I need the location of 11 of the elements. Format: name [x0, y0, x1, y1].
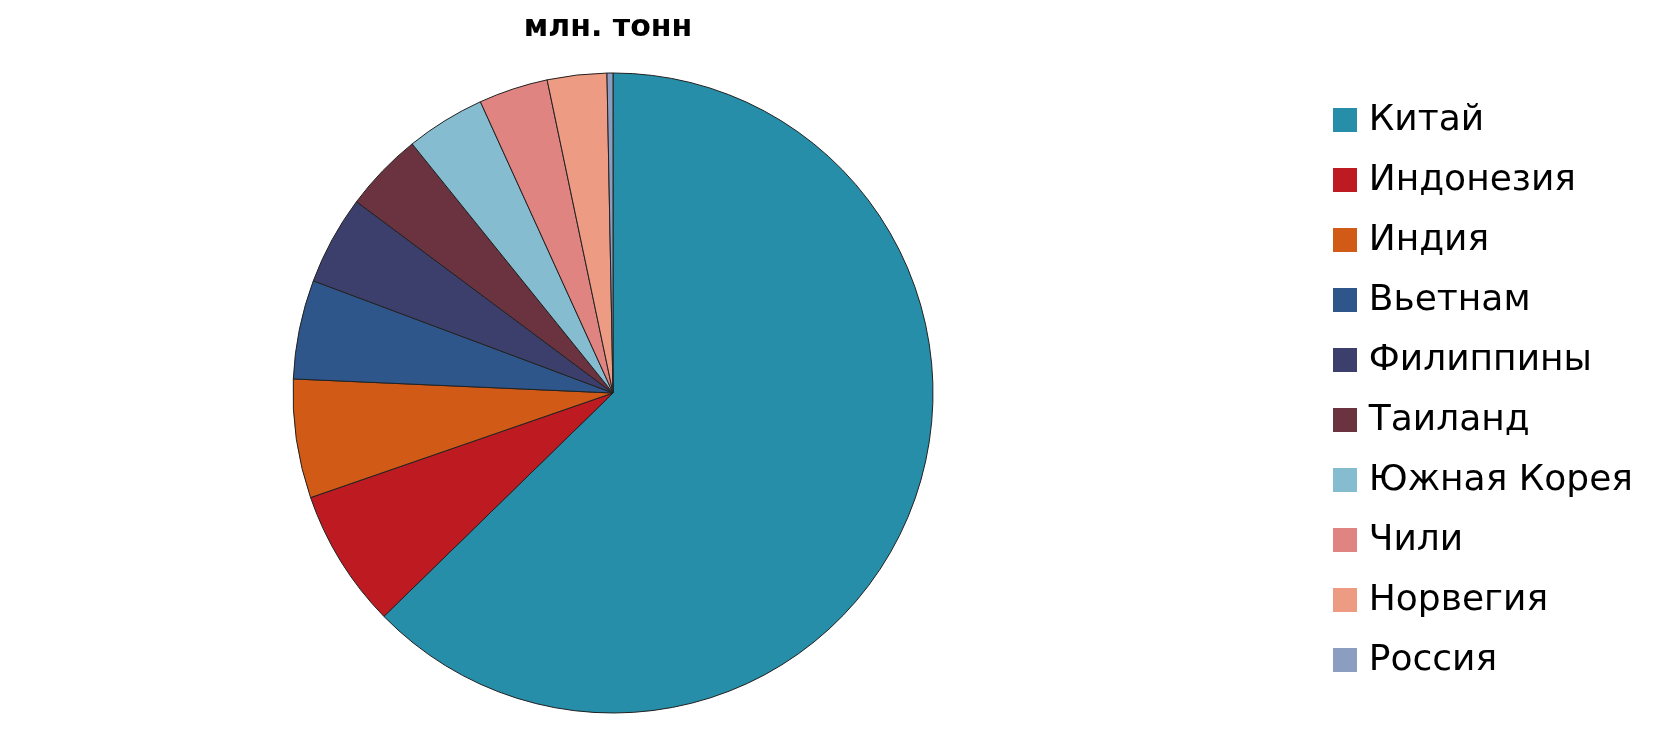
chart-title: млн. тонн	[522, 8, 694, 45]
legend-label: Россия	[1368, 637, 1498, 678]
legend-label: Таиланд	[1368, 397, 1530, 438]
legend-label: Вьетнам	[1368, 277, 1531, 318]
legend-label: Индонезия	[1368, 157, 1577, 198]
legend-label: Китай	[1368, 97, 1485, 138]
legend-label: Чили	[1368, 517, 1464, 558]
legend-label: Филиппины	[1368, 337, 1592, 378]
legend-label: Индия	[1368, 217, 1490, 258]
legend-label: Норвегия	[1368, 577, 1549, 618]
legend-label: Южная Корея	[1368, 457, 1633, 498]
